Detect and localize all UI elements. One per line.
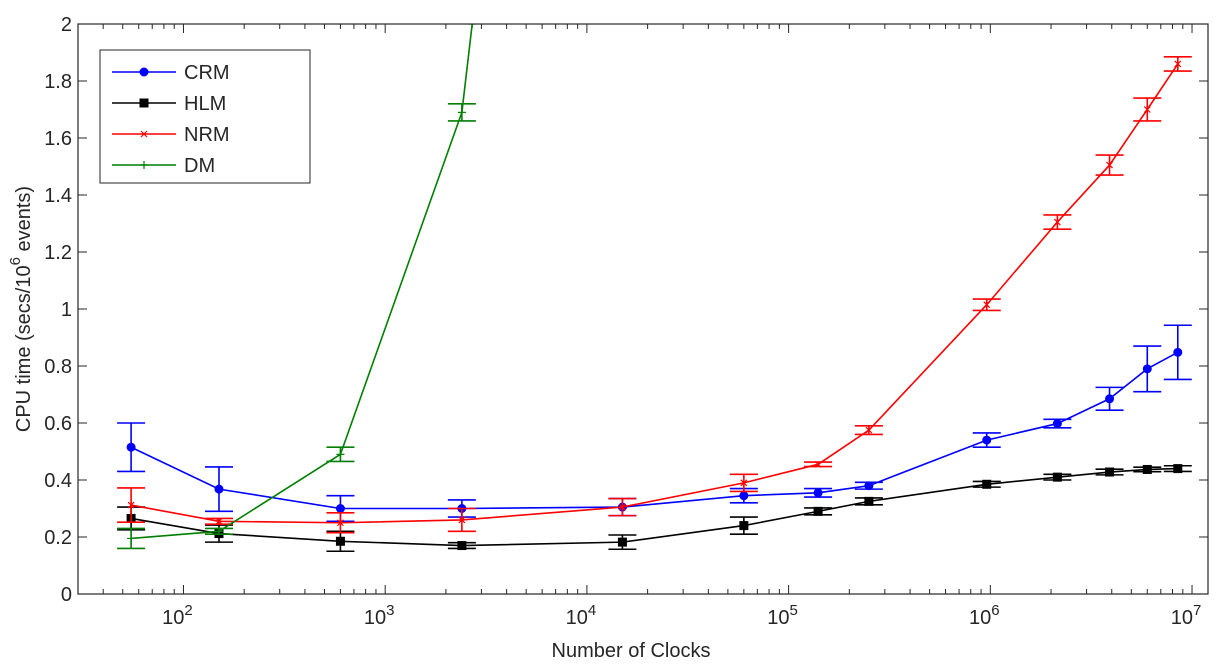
data-point [813, 506, 823, 516]
y-tick-label: 0.8 [44, 356, 72, 378]
data-point [1142, 464, 1152, 474]
x-axis-label: Number of Clocks [552, 640, 711, 662]
series-nrm [117, 55, 1192, 534]
data-point [335, 536, 345, 546]
x-tick-label: 104 [566, 602, 597, 629]
y-tick-label: 1.4 [44, 185, 72, 207]
data-point [864, 496, 874, 506]
legend-item-nrm: NRM [112, 124, 230, 146]
data-point [457, 108, 466, 117]
x-tick-label-base: 10 [162, 607, 184, 629]
legend-label: CRM [184, 62, 230, 84]
legend-label: HLM [184, 93, 226, 115]
data-point [814, 460, 822, 468]
y-tick-label: 0.2 [44, 527, 72, 549]
data-point [1173, 464, 1183, 474]
legend-marker [140, 161, 148, 169]
x-tick-label: 106 [969, 602, 1000, 629]
y-axis-label-superscript: 6 [7, 257, 24, 265]
x-tick-label-base: 10 [767, 607, 789, 629]
data-point [127, 501, 135, 509]
data-point [983, 301, 991, 309]
y-tick-label: 1.8 [44, 71, 72, 93]
legend: CRM HLM NRM DM [99, 49, 311, 184]
y-tick-label: 0.4 [44, 470, 72, 492]
legend-label: NRM [184, 124, 230, 146]
data-point [1143, 106, 1151, 113]
data-point [982, 479, 992, 489]
data-point [336, 450, 345, 459]
legend-item-crm: CRM [112, 62, 230, 84]
data-point [1105, 467, 1115, 477]
data-point [337, 519, 344, 527]
data-point [1174, 60, 1182, 68]
legend-label: DM [184, 155, 215, 177]
data-point [1052, 472, 1062, 482]
data-point [468, 24, 477, 28]
y-axis-label-main: CPU time (secs/10 [13, 265, 35, 432]
y-tick-label: 1 [61, 299, 72, 321]
x-tick-label-base: 10 [969, 607, 991, 629]
data-point [1053, 218, 1061, 226]
data-point [740, 479, 748, 487]
series-layer [117, 24, 1192, 553]
x-tick-label-exponent: 4 [588, 602, 596, 619]
y-tick-label: 0 [61, 584, 72, 606]
data-point [865, 426, 873, 434]
data-point [214, 527, 223, 536]
legend-marker [139, 67, 149, 77]
x-tick-label-exponent: 6 [991, 602, 999, 619]
y-axis-label: CPU time (secs/106 events) [7, 186, 35, 432]
data-point [864, 481, 874, 491]
data-point [1052, 419, 1062, 429]
data-point [1106, 161, 1113, 169]
data-point [618, 503, 626, 511]
x-tick-label-base: 10 [566, 607, 588, 629]
data-point [215, 517, 223, 525]
data-point [458, 516, 466, 524]
data-point [457, 541, 467, 551]
y-tick-label: 1.2 [44, 242, 72, 264]
legend-item-dm: DM [112, 155, 215, 177]
y-tick-label: 1.6 [44, 128, 72, 150]
data-point [1105, 394, 1115, 404]
series-dm [117, 24, 477, 550]
data-point [1173, 347, 1183, 357]
x-tick-label: 105 [767, 602, 798, 629]
data-point [126, 442, 136, 452]
data-point [335, 504, 345, 513]
x-tick-label: 102 [162, 602, 193, 629]
data-point [739, 521, 749, 531]
x-tick-label: 103 [364, 602, 395, 629]
data-point [982, 435, 992, 445]
x-tick-label-exponent: 3 [386, 602, 394, 619]
x-tick-label-exponent: 5 [790, 602, 798, 619]
y-axis-label-suffix: events) [13, 186, 35, 257]
data-point [127, 534, 136, 543]
data-point [214, 484, 224, 494]
x-tick-label-exponent: 7 [1193, 602, 1201, 619]
x-tick-label-base: 10 [364, 607, 386, 629]
y-tick-label: 2 [61, 14, 72, 36]
x-tick-label: 107 [1171, 602, 1202, 629]
legend-marker [139, 98, 149, 108]
legend-marker [140, 130, 148, 138]
legend-item-hlm: HLM [112, 93, 226, 115]
data-point [1142, 364, 1152, 374]
data-point [739, 491, 749, 501]
x-tick-label-base: 10 [1171, 607, 1193, 629]
data-point [617, 537, 627, 547]
data-point [813, 488, 823, 498]
x-tick-label-exponent: 2 [184, 602, 192, 619]
y-tick-label: 0.6 [44, 413, 72, 435]
